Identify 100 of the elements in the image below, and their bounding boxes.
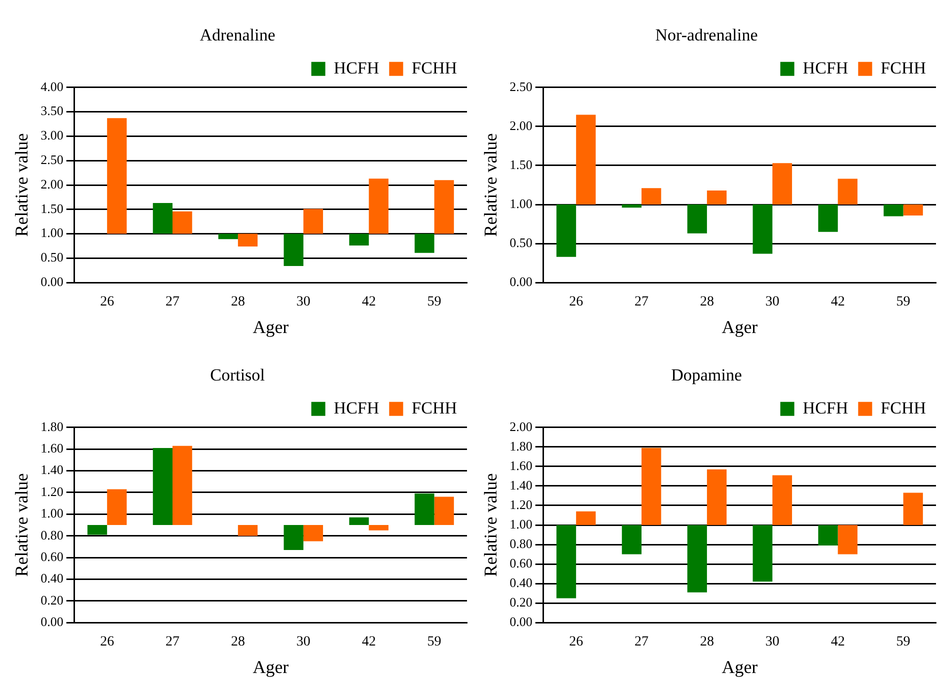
- bar: [368, 525, 388, 530]
- y-tick-label: 2.50: [40, 152, 64, 168]
- x-tick-label: 26: [100, 634, 114, 650]
- y-tick-label: 0.80: [510, 536, 532, 551]
- bar: [838, 525, 858, 554]
- bar: [152, 203, 173, 234]
- chart-title: Cortisol: [210, 366, 266, 385]
- bar: [903, 204, 923, 216]
- bar: [556, 525, 576, 598]
- legend-label: FCHH: [412, 58, 458, 78]
- y-axis-title: Relative value: [480, 473, 501, 577]
- y-tick-label: 1.80: [510, 438, 532, 454]
- y-tick-label: 1.60: [510, 458, 532, 473]
- chart-title: Nor-adrenaline: [655, 26, 758, 45]
- x-tick-label: 28: [700, 634, 714, 650]
- x-tick-label: 26: [100, 294, 114, 310]
- bar: [818, 525, 838, 546]
- y-tick-label: 0.60: [40, 548, 64, 564]
- bar: [238, 525, 258, 536]
- bar: [706, 469, 727, 525]
- x-tick-label: 30: [296, 294, 310, 310]
- chart-title: Dopamine: [671, 366, 742, 385]
- y-tick-label: 1.00: [510, 516, 532, 532]
- legend-label: HCFH: [802, 398, 848, 418]
- bar: [772, 163, 792, 205]
- y-tick-label: 1.60: [40, 440, 64, 456]
- bar: [642, 188, 662, 205]
- x-tick-label: 59: [427, 634, 442, 650]
- bar: [752, 204, 772, 254]
- bar: [284, 525, 304, 550]
- y-tick-label: 1.00: [40, 225, 64, 240]
- bar: [687, 204, 707, 234]
- x-tick-label: 59: [896, 634, 910, 650]
- bar: [706, 190, 727, 205]
- bar: [642, 448, 662, 525]
- x-tick-label: 28: [700, 294, 714, 310]
- x-axis-title: Ager: [252, 316, 289, 337]
- x-tick-label: 42: [830, 294, 845, 310]
- legend-label: FCHH: [412, 398, 458, 418]
- legend-label: HCFH: [334, 398, 380, 418]
- legend-label: FCHH: [880, 58, 926, 78]
- y-tick-label: 0.00: [40, 614, 64, 630]
- y-tick-label: 0.00: [510, 274, 532, 290]
- x-tick-label: 27: [634, 634, 649, 650]
- legend-label: HCFH: [802, 58, 848, 78]
- x-tick-label: 27: [166, 294, 180, 310]
- bar: [238, 234, 258, 246]
- y-tick-label: 0.40: [40, 570, 64, 586]
- bar: [87, 525, 108, 535]
- bar: [884, 204, 904, 216]
- bar: [172, 446, 192, 525]
- y-tick-label: 0.50: [40, 250, 64, 265]
- x-axis-title: Ager: [252, 656, 289, 677]
- y-tick-label: 0.00: [40, 274, 64, 290]
- bar: [556, 204, 576, 257]
- bar: [303, 208, 324, 234]
- y-tick-label: 1.40: [40, 462, 64, 478]
- y-tick-label: 2.00: [510, 418, 532, 434]
- y-axis-title: Relative value: [12, 473, 32, 577]
- x-tick-label: 28: [230, 294, 245, 310]
- y-tick-label: 1.20: [40, 484, 64, 499]
- legend-label: FCHH: [880, 398, 926, 418]
- bar: [772, 475, 792, 525]
- y-tick-label: 0.80: [40, 527, 64, 542]
- x-axis-title: Ager: [722, 316, 758, 337]
- y-tick-label: 2.50: [510, 78, 532, 94]
- bar: [576, 114, 596, 205]
- y-tick-label: 1.50: [40, 200, 64, 216]
- bar: [107, 118, 127, 234]
- bar: [752, 525, 772, 582]
- y-tick-label: 3.00: [40, 128, 64, 143]
- x-tick-label: 30: [765, 294, 780, 310]
- bar: [687, 525, 707, 592]
- x-tick-label: 59: [896, 294, 910, 310]
- y-tick-label: 1.00: [40, 506, 64, 521]
- y-tick-label: 0.00: [510, 614, 532, 630]
- x-tick-label: 27: [634, 294, 649, 310]
- y-tick-label: 0.20: [40, 592, 64, 608]
- x-tick-label: 27: [166, 634, 180, 650]
- y-tick-label: 1.80: [40, 418, 64, 434]
- x-axis-title: Ager: [722, 656, 758, 677]
- bar: [172, 211, 192, 234]
- y-tick-label: 1.50: [510, 156, 532, 172]
- x-tick-label: 42: [362, 634, 376, 650]
- y-tick-label: 2.00: [510, 118, 532, 133]
- x-tick-label: 26: [569, 294, 584, 310]
- bar: [818, 204, 838, 232]
- y-tick-label: 1.20: [510, 496, 532, 512]
- y-tick-label: 0.50: [510, 234, 532, 250]
- bar: [284, 234, 304, 266]
- y-tick-label: 0.60: [510, 555, 532, 570]
- bar: [622, 525, 642, 554]
- x-tick-label: 26: [569, 634, 584, 650]
- y-axis-title: Relative value: [480, 133, 501, 237]
- bar: [107, 489, 127, 525]
- y-axis-title: Relative value: [12, 133, 32, 237]
- bar: [414, 234, 434, 253]
- bar: [349, 517, 369, 525]
- bar: [576, 511, 596, 525]
- bar: [152, 448, 173, 525]
